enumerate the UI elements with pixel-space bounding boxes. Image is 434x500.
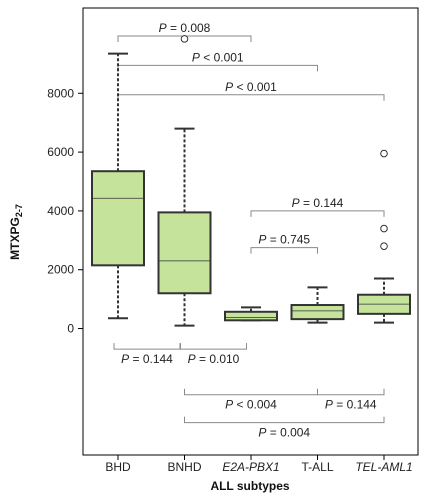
- y-axis-title-subscript: 2-7: [14, 204, 24, 217]
- x-tick-label: TEL-AML1: [355, 460, 412, 474]
- y-axis-title: MTXPG2-7: [8, 204, 24, 260]
- y-axis: 0 2000 4000 6000 8000: [47, 86, 83, 336]
- x-tick-label: BNHD: [167, 460, 201, 474]
- comparison-p-label: P < 0.004: [225, 398, 277, 412]
- x-axis: BHD BNHD E2A-PBX1 T-ALL TEL-AML1: [105, 455, 413, 474]
- comparison-bracket: [184, 416, 385, 424]
- y-tick-label: 0: [67, 322, 74, 336]
- y-tick-label: 6000: [47, 145, 74, 159]
- comparison-bracket: [117, 94, 385, 101]
- comparison-p-label: P < 0.001: [192, 50, 244, 64]
- iqr-box: [290, 304, 345, 321]
- outlier-point: [380, 242, 388, 251]
- y-tick-label: 4000: [47, 204, 74, 218]
- comparison-bracket: [250, 210, 385, 217]
- outlier-point: [380, 149, 388, 158]
- comparison-p-label: P = 0.745: [258, 233, 310, 247]
- iqr-box: [157, 211, 212, 295]
- y-tick-label: 2000: [47, 263, 74, 277]
- comparison-bracket: [184, 388, 318, 396]
- x-tick-label: E2A-PBX1: [222, 460, 279, 474]
- y-axis-title-main: MTXPG: [8, 217, 22, 260]
- comparison-p-label: P = 0.144: [325, 398, 377, 412]
- boxes: [91, 35, 411, 327]
- x-tick-label: T-ALL: [301, 460, 333, 474]
- x-axis-title: ALL subtypes: [210, 479, 289, 493]
- iqr-box: [91, 170, 145, 267]
- comparison-bracket: [317, 388, 385, 396]
- comparison-p-label: P = 0.008: [159, 21, 211, 35]
- comparison-bracket: [113, 343, 181, 350]
- comparison-p-label: P = 0.004: [258, 426, 310, 440]
- outlier-point: [380, 224, 388, 233]
- comparison-bracket: [180, 343, 247, 350]
- comparison-p-label: P < 0.001: [225, 80, 277, 94]
- outlier-point: [180, 35, 189, 43]
- x-tick-label: BHD: [105, 460, 131, 474]
- comparison-p-label: P = 0.144: [121, 352, 173, 366]
- comparison-bracket: [117, 64, 318, 72]
- iqr-box: [224, 310, 278, 322]
- comparison-bracket: [250, 247, 318, 254]
- comparison-p-label: P = 0.144: [292, 196, 344, 210]
- comparison-p-label: P = 0.010: [188, 352, 240, 366]
- y-tick-label: 8000: [47, 86, 74, 100]
- comparison-brackets: P = 0.008 P < 0.001 P < 0.001 P = 0.144 P = …: [113, 21, 385, 440]
